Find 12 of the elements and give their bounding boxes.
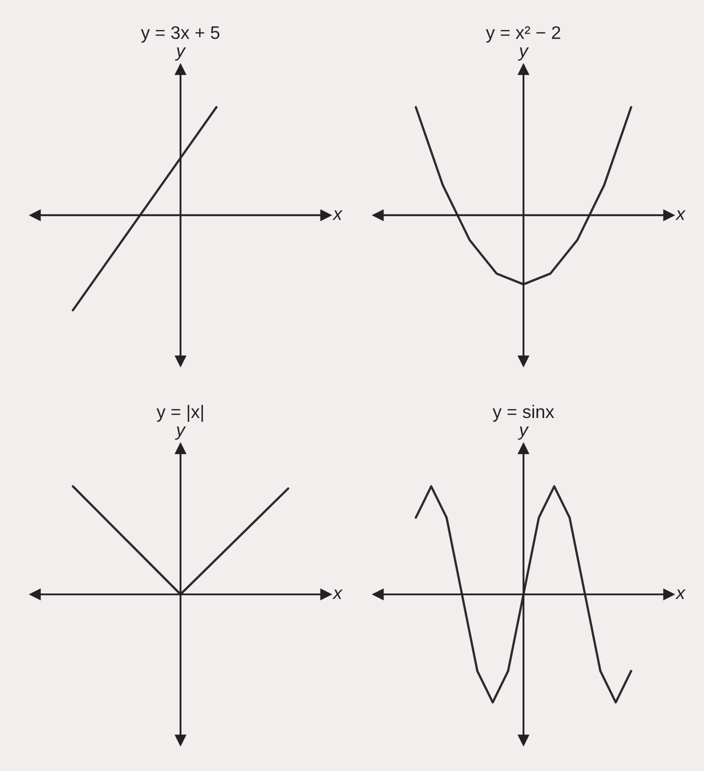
y-axis-title: y: [518, 426, 529, 440]
y-axis-title: y: [174, 426, 186, 440]
x-axis-title: x: [332, 589, 343, 600]
x-axis-title: x: [675, 589, 686, 600]
y-axis-title: y: [174, 47, 186, 61]
x-axis-title: x: [675, 210, 686, 220]
chart-title: y = x² − 2: [486, 26, 560, 43]
x-axis-title: x: [332, 210, 343, 220]
chart-title: y = 3x + 5: [140, 26, 220, 43]
chart-title: y = sinx: [492, 404, 554, 422]
y-axis-title: y: [518, 47, 529, 61]
chart-title: y = |x|: [156, 404, 203, 422]
